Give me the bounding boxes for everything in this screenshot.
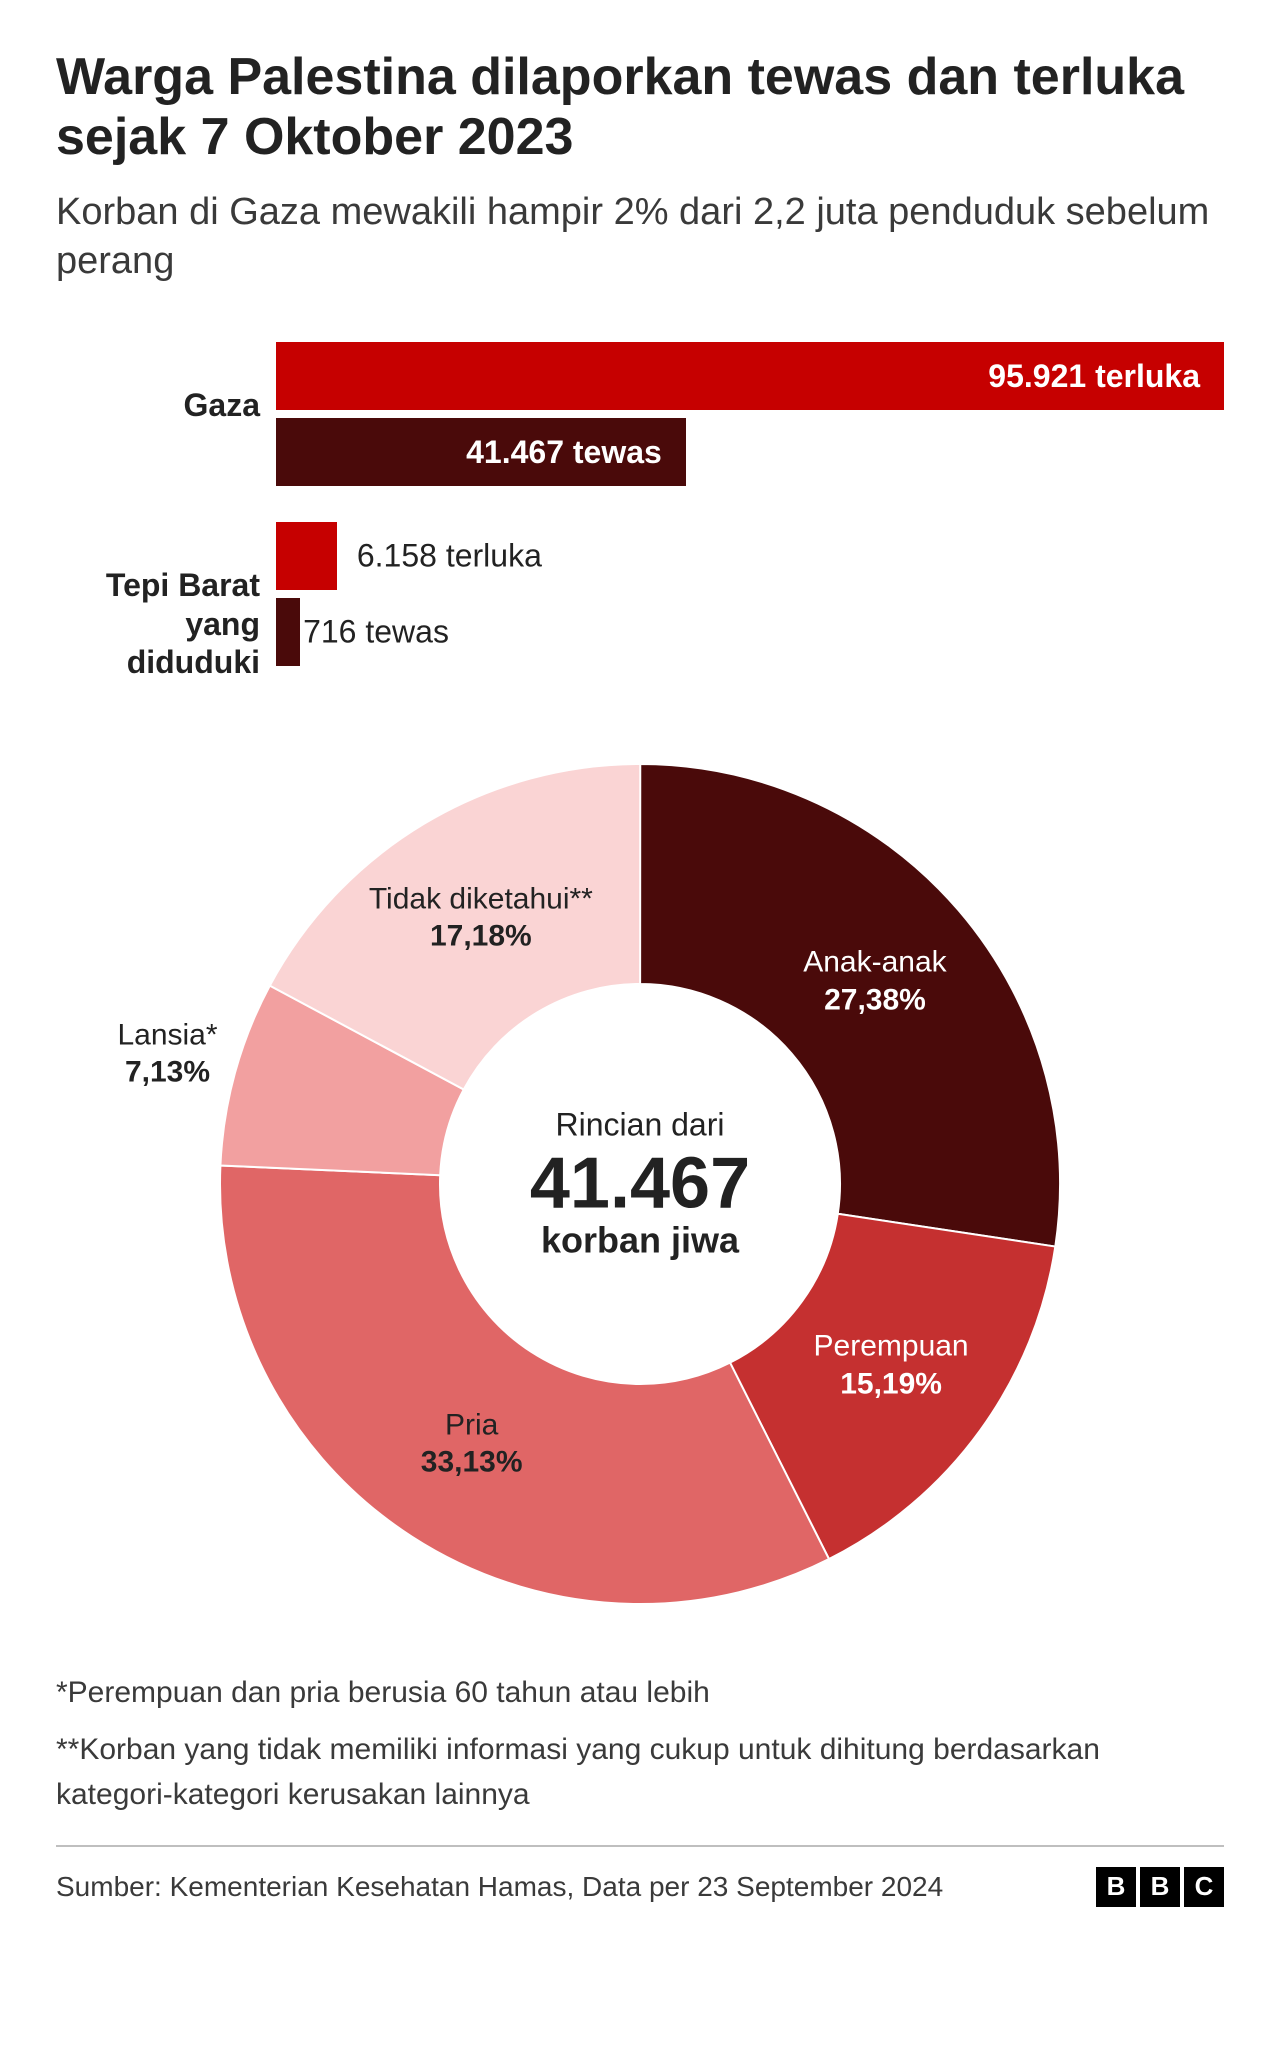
donut-slice-label: Anak-anak27,38%	[803, 944, 946, 1019]
donut-center-pre: Rincian dari	[460, 1106, 820, 1143]
slice-name: Anak-anak	[803, 944, 946, 982]
source-text: Sumber: Kementerian Kesehatan Hamas, Dat…	[56, 1871, 943, 1903]
donut-center-number: 41.467	[460, 1147, 820, 1219]
slice-percent: 33,13%	[421, 1444, 523, 1482]
logo-letter: B	[1096, 1867, 1136, 1907]
bar-fill	[276, 522, 337, 590]
slice-percent: 7,13%	[117, 1054, 217, 1092]
footnote: *Perempuan dan pria berusia 60 tahun ata…	[56, 1670, 1224, 1715]
bar-row: 716 tewas	[276, 598, 1224, 666]
bar-row: 95.921 terluka	[276, 342, 1224, 410]
casualty-bar-chart: Gaza 95.921 terluka 41.467 tewas Tepi Barat…	[56, 342, 1224, 681]
bbc-logo: BBC	[1096, 1867, 1224, 1907]
slice-name: Tidak diketahui**	[369, 880, 593, 918]
donut-slice-label: Lansia*7,13%	[117, 1016, 217, 1091]
bar-value: 716 tewas	[303, 614, 449, 651]
bar-category-label: Gaza	[56, 342, 276, 424]
logo-letter: B	[1140, 1867, 1180, 1907]
bar-fill	[276, 598, 300, 666]
donut-slice-label: Tidak diketahui**17,18%	[369, 880, 593, 955]
bar-value: 95.921 terluka	[988, 358, 1200, 395]
donut-center: Rincian dari 41.467 korban jiwa	[460, 1106, 820, 1261]
bar-fill: 41.467 tewas	[276, 418, 686, 486]
bar-value: 6.158 terluka	[357, 538, 542, 575]
donut-slice-label: Pria33,13%	[421, 1406, 523, 1481]
bar-fill: 95.921 terluka	[276, 342, 1224, 410]
bar-category-label: Tepi Barat yang diduduki	[56, 522, 276, 681]
donut-center-post: korban jiwa	[460, 1219, 820, 1261]
bar-group: Gaza 95.921 terluka 41.467 tewas	[56, 342, 1224, 486]
bar-row: 6.158 terluka	[276, 522, 1224, 590]
logo-letter: C	[1184, 1867, 1224, 1907]
donut-slice-label: Perempuan15,19%	[814, 1328, 969, 1403]
casualty-donut-chart: Rincian dari 41.467 korban jiwa Anak-ana…	[210, 754, 1070, 1614]
slice-percent: 27,38%	[803, 981, 946, 1019]
footnotes: *Perempuan dan pria berusia 60 tahun ata…	[56, 1670, 1224, 1817]
slice-name: Pria	[421, 1406, 523, 1444]
source-row: Sumber: Kementerian Kesehatan Hamas, Dat…	[56, 1845, 1224, 1907]
slice-name: Lansia*	[117, 1016, 217, 1054]
slice-name: Perempuan	[814, 1328, 969, 1366]
slice-percent: 17,18%	[369, 918, 593, 956]
slice-percent: 15,19%	[814, 1365, 969, 1403]
bar-value: 41.467 tewas	[466, 434, 662, 471]
page-title: Warga Palestina dilaporkan tewas dan ter…	[56, 48, 1224, 168]
bar-row: 41.467 tewas	[276, 418, 1224, 486]
page-subtitle: Korban di Gaza mewakili hampir 2% dari 2…	[56, 188, 1224, 287]
footnote: **Korban yang tidak memiliki informasi y…	[56, 1727, 1224, 1817]
bar-group: Tepi Barat yang diduduki 6.158 terluka 716…	[56, 522, 1224, 681]
